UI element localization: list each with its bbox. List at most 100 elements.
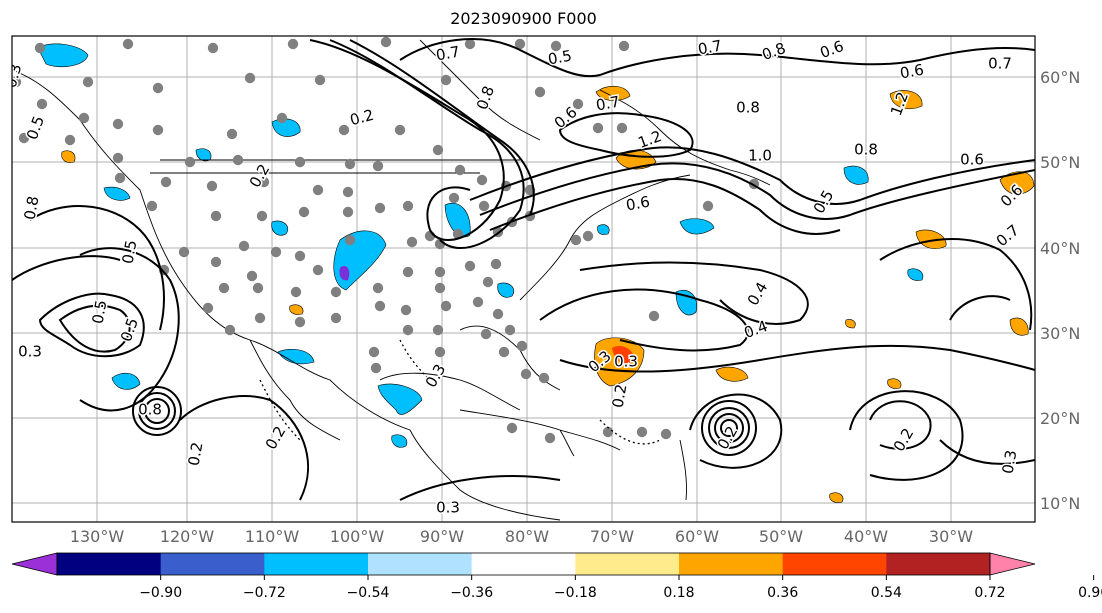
- colorbar-segment: [57, 553, 162, 575]
- orange-shading: [61, 85, 1035, 503]
- observation-dot: [218, 282, 230, 294]
- observation-dot: [122, 38, 134, 50]
- observation-dot: [290, 286, 302, 298]
- lat-tick-label: 40°N: [1040, 239, 1080, 258]
- lon-tick-label: 40°W: [844, 527, 888, 546]
- purple-shading: [339, 265, 350, 281]
- colorbar-tick-label: 0.18: [663, 585, 694, 601]
- observation-dot: [506, 422, 518, 434]
- colorbar-tick-label: 0.72: [974, 585, 1005, 601]
- observation-dot: [64, 134, 76, 146]
- observation-dot: [592, 122, 604, 134]
- lat-tick-label: 20°N: [1040, 409, 1080, 428]
- contour-label: 0.6: [899, 61, 926, 83]
- observation-dot: [112, 118, 124, 130]
- observation-dot: [330, 286, 342, 298]
- colorbar-outline: [56, 552, 991, 576]
- observation-dot: [616, 122, 628, 134]
- lat-tick-label: 30°N: [1040, 324, 1080, 343]
- observation-dot: [514, 38, 526, 50]
- observation-dot: [160, 176, 172, 188]
- observation-dot: [464, 38, 476, 50]
- contour-label: 0.3: [436, 499, 460, 517]
- colorbar-segment: [575, 553, 680, 575]
- observation-dot: [480, 328, 492, 340]
- map-frame: [11, 35, 1036, 523]
- colorbar-segment: [264, 553, 369, 575]
- observation-dot: [544, 432, 556, 444]
- observation-dot: [402, 266, 414, 278]
- observation-dot: [582, 230, 594, 242]
- observation-dot: [226, 128, 238, 140]
- observation-dot: [330, 312, 342, 324]
- observation-dot: [406, 236, 418, 248]
- observation-dot: [454, 164, 466, 176]
- colorbar-tick-label: 0.90: [1078, 585, 1102, 601]
- colorbar-tick-labels: −0.90 −0.72 −0.54 −0.36 −0.18 0.18 0.36 0.54 0.7…: [139, 575, 1102, 601]
- observation-dot: [648, 310, 660, 322]
- contour-label: 0.3: [18, 343, 42, 361]
- observation-dot: [232, 154, 244, 166]
- lon-tick-label: 50°W: [759, 527, 803, 546]
- observation-dot: [570, 234, 582, 246]
- observation-dot: [152, 124, 164, 136]
- observation-dot: [498, 346, 510, 358]
- observation-dot: [276, 112, 288, 124]
- observation-dot: [270, 246, 282, 258]
- observation-dot: [572, 98, 584, 110]
- observation-dot: [434, 346, 446, 358]
- observation-dot: [370, 362, 382, 374]
- observation-dot: [146, 200, 158, 212]
- observation-dot: [258, 176, 270, 188]
- observation-dot: [374, 300, 386, 312]
- observation-dot: [184, 156, 196, 168]
- observation-dot: [298, 206, 310, 218]
- observation-dot: [34, 42, 46, 54]
- colorbar-tick-label: 0.36: [767, 585, 798, 601]
- lon-tick-label: 120°W: [160, 527, 215, 546]
- observation-dot: [482, 276, 494, 288]
- observation-dot: [472, 296, 484, 308]
- colorbar-tick-label: −0.72: [243, 585, 286, 601]
- contour-lines: [12, 38, 1035, 501]
- colorbar-segment: [471, 553, 576, 575]
- observation-dot: [402, 200, 414, 212]
- observation-dot: [602, 426, 614, 438]
- contour-label: 1.0: [748, 147, 772, 165]
- observation-dot: [312, 184, 324, 196]
- lon-tick-label: 80°W: [505, 527, 549, 546]
- colorbar-extend-high: [989, 552, 1036, 576]
- contour-label: 0.7: [988, 55, 1012, 73]
- colorbar-tick-label: −0.36: [450, 585, 493, 601]
- observation-dot: [338, 124, 350, 136]
- observation-dot: [504, 324, 516, 336]
- lon-tick-label: 130°W: [70, 527, 125, 546]
- observation-dot: [244, 72, 256, 84]
- observation-dot: [210, 256, 222, 268]
- contour-label: 0.8: [736, 99, 760, 117]
- observation-dot: [374, 202, 386, 214]
- observation-dot: [252, 282, 264, 294]
- longitude-labels: 130°W 120°W 110°W 100°W 90°W 80°W 70°W 60°W 50°W…: [70, 527, 973, 546]
- contour-label: 0.7: [697, 37, 724, 59]
- observation-dot: [344, 234, 356, 246]
- observation-dot: [18, 132, 30, 144]
- colorbar-segment: [886, 553, 991, 575]
- observation-dot: [368, 346, 380, 358]
- observation-dot: [516, 340, 528, 352]
- observation-dot: [12, 76, 22, 88]
- observation-dot: [207, 42, 219, 54]
- observation-dot: [618, 40, 630, 52]
- observation-dot: [464, 260, 476, 272]
- colorbar-segment: [679, 553, 784, 575]
- colorbar-segment: [782, 553, 887, 575]
- observation-dot: [294, 250, 306, 262]
- observation-dot: [702, 200, 714, 212]
- observation-dot: [314, 74, 326, 86]
- observation-dot: [492, 308, 504, 320]
- colorbar-segment: [368, 553, 473, 575]
- observation-dot: [372, 160, 384, 172]
- lon-tick-label: 110°W: [245, 527, 300, 546]
- observation-dot: [294, 156, 306, 168]
